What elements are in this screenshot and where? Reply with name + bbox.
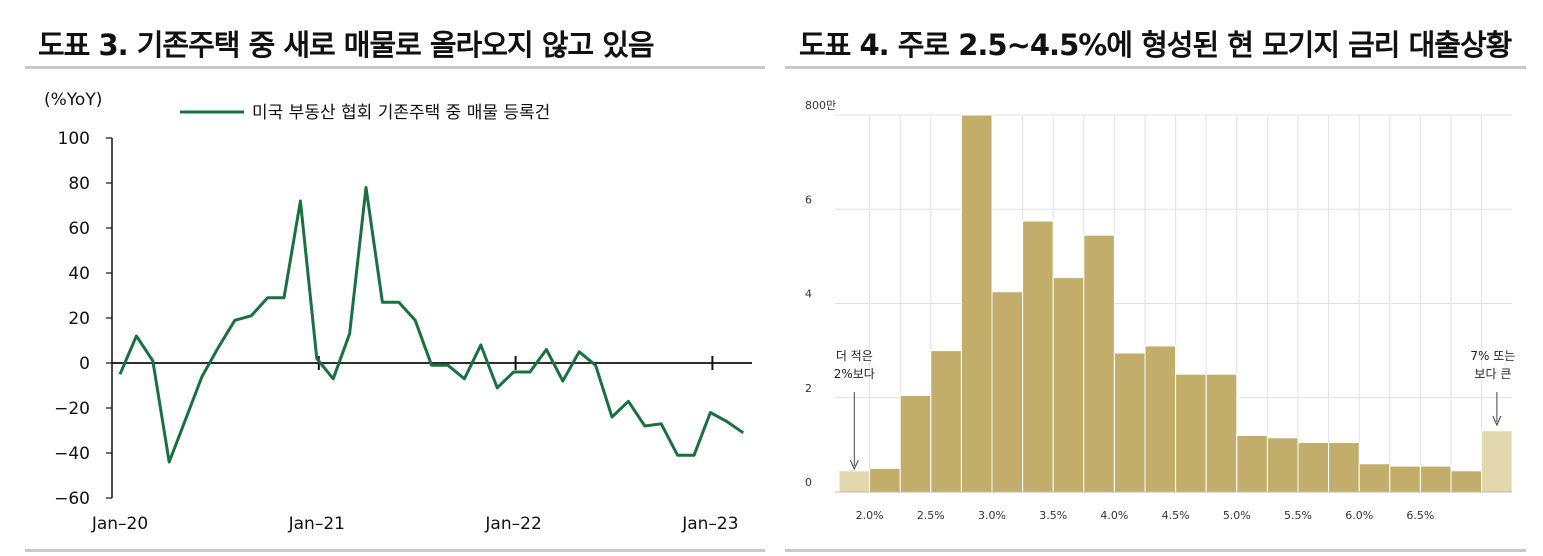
x-tick-label: 4.0% [1100, 509, 1128, 522]
histogram-bar [838, 470, 871, 493]
x-tick-label: Jan–20 [91, 514, 148, 534]
histogram-bar [930, 350, 962, 493]
x-tick-label: 5.0% [1223, 509, 1251, 522]
x-tick-label: 3.0% [978, 509, 1006, 522]
annotation-low-arrowhead [849, 459, 859, 471]
annotation-high-arrowhead [1492, 415, 1502, 427]
y-tick-label: −40 [54, 444, 90, 464]
y-tick-label: 0 [79, 354, 90, 374]
right-bottom-rule [785, 549, 1526, 552]
x-tick-label: Jan–21 [288, 514, 345, 534]
x-tick-label: 2.0% [856, 509, 884, 522]
y-tick-label: 6 [805, 193, 812, 206]
x-tick-label: 2.5% [917, 509, 945, 522]
legend-label: 미국 부동산 협회 기존주택 중 매물 등록건 [252, 103, 550, 123]
right-chart-title: 도표 4. 주로 2.5~4.5%에 형성된 현 모기지 금리 대출상황 [799, 28, 1512, 62]
right-title-rule [785, 66, 1526, 69]
y-tick-label: −20 [54, 399, 90, 419]
histogram-bar [1083, 234, 1115, 493]
histogram-bar [1419, 465, 1452, 493]
histogram-bar [1266, 437, 1299, 493]
histogram-bar [1297, 442, 1330, 493]
histogram-bar [1113, 352, 1146, 493]
x-tick-label: 6.0% [1345, 509, 1373, 522]
histogram-bar [1236, 434, 1268, 493]
histogram-bar [899, 394, 932, 493]
histogram-bar [1389, 465, 1421, 493]
y-tick-label: 4 [805, 288, 812, 301]
x-tick-label: 5.5% [1284, 509, 1312, 522]
annotation-high-label: 7% 또는 [1470, 349, 1515, 363]
x-tick-label: Jan–22 [484, 514, 541, 534]
annotation-low-label: 2%보다 [834, 367, 875, 381]
left-chart-title: 도표 3. 기존주택 중 새로 매물로 올라오지 않고 있음 [38, 28, 655, 62]
right-panel: 도표 4. 주로 2.5~4.5%에 형성된 현 모기지 금리 대출상황 0 2 4… [785, 0, 1543, 556]
y-tick-label: 20 [68, 309, 90, 329]
histogram-bar [1328, 442, 1360, 493]
y-tick-label: 0 [805, 476, 812, 489]
histogram-bar [1450, 470, 1483, 493]
histogram-bar [1358, 463, 1391, 493]
y-tick-label: 40 [68, 264, 90, 284]
histogram-chart: 0 2 4 6 800만 2.0% 2.5% 3.0% 3.5% 4.0% 4.5% 5.0% 5.5%… [805, 99, 1515, 522]
annotation-low-label: 더 적은 [836, 349, 873, 363]
x-tick-label: 3.5% [1039, 509, 1067, 522]
y-tick-label: 800만 [805, 99, 836, 112]
histogram-bar [1481, 430, 1513, 493]
left-bottom-rule [25, 549, 765, 552]
y-unit-label: (%YoY) [44, 90, 102, 110]
y-tick-label: 2 [805, 382, 812, 395]
histogram-bar [869, 467, 901, 493]
left-panel: 도표 3. 기존주택 중 새로 매물로 올라오지 않고 있음 (%YoY) 100… [0, 0, 770, 556]
histogram-bar [991, 291, 1024, 493]
y-tick-label: 100 [58, 129, 90, 149]
annotation-high-label: 보다 큰 [1474, 367, 1511, 381]
histogram-bar [1205, 373, 1238, 493]
y-tick-label: −60 [54, 489, 90, 509]
series-line [118, 186, 745, 464]
histogram-bar [960, 114, 993, 493]
y-tick-label: 60 [68, 219, 90, 239]
histogram-bar [1052, 277, 1085, 493]
x-tick-label: 6.5% [1406, 509, 1434, 522]
x-tick-label: Jan–23 [681, 514, 738, 534]
histogram-bar [1175, 373, 1207, 493]
histogram-bar [1144, 345, 1177, 493]
x-tick-label: 4.5% [1162, 509, 1190, 522]
left-title-rule [25, 66, 765, 69]
y-tick-label: 80 [68, 174, 90, 194]
histogram-bar [1022, 220, 1054, 493]
